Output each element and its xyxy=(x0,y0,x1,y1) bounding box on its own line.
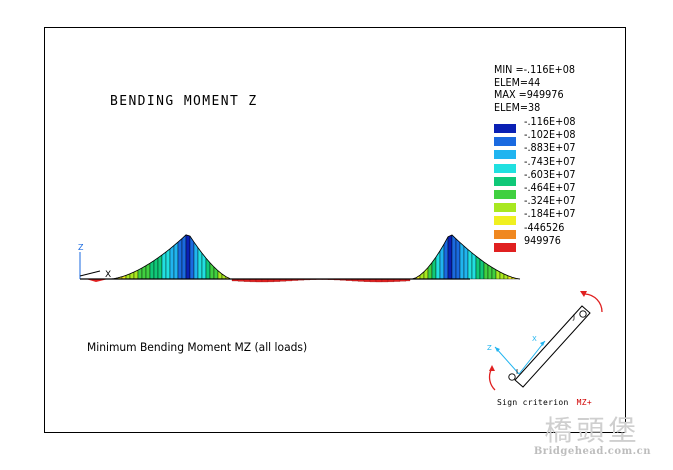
moment-outline xyxy=(109,234,521,280)
sign-criterion-icon: Z X I J xyxy=(487,291,603,391)
min-elem: ELEM=44 xyxy=(494,76,541,89)
legend-row: -.603E+07 xyxy=(494,168,594,186)
moment-segment xyxy=(471,252,477,280)
watermark: 橋頭堡 Bridgehead.com.cn xyxy=(533,414,651,458)
axes-triad: Z X xyxy=(78,243,111,280)
moment-segment xyxy=(157,254,163,280)
moment-segment xyxy=(193,241,199,280)
moment-segment xyxy=(435,250,441,280)
legend-swatch xyxy=(494,163,516,173)
x-axis-skew xyxy=(79,270,101,277)
legend-swatch xyxy=(494,124,516,133)
max-value: MAX =949976 xyxy=(494,89,564,102)
local-x-arrow xyxy=(518,340,546,375)
legend-label: 949976 xyxy=(524,234,561,247)
legend-swatch xyxy=(494,137,516,147)
moment-segment xyxy=(451,234,457,280)
moment-segment xyxy=(479,258,485,280)
moment-bars xyxy=(86,234,521,283)
legend-row: -.184E+07 xyxy=(494,208,594,226)
mz-plus-label: MZ+ xyxy=(576,398,592,407)
moment-envelope xyxy=(109,234,231,280)
node-i xyxy=(508,373,516,381)
moment-segment xyxy=(205,257,211,280)
node-i-label: I xyxy=(516,368,518,376)
legend-row: -.743E+07 xyxy=(494,155,594,173)
legend-label: -.184E+07 xyxy=(524,208,576,221)
local-x-arrowhead xyxy=(540,341,545,346)
node-j-label: J xyxy=(572,313,575,321)
moment-segment xyxy=(185,234,191,280)
legend-swatch xyxy=(494,203,516,213)
legend-row: 949976 xyxy=(494,234,594,252)
moment-segment xyxy=(153,257,159,280)
moment-arrow-right xyxy=(584,293,603,313)
moment-envelope xyxy=(411,234,521,280)
legend-row: -.116E+08 xyxy=(494,116,594,133)
moment-segment xyxy=(181,234,187,280)
legend-row: -.883E+07 xyxy=(494,142,594,160)
moment-arrow-left xyxy=(488,367,496,391)
sign-criterion: Sign criterion MZ+ xyxy=(497,398,592,407)
moment-segment xyxy=(447,234,453,280)
moment-segment xyxy=(189,235,195,280)
min-value: MIN =-.116E+08 xyxy=(494,64,576,76)
legend-row: -.102E+08 xyxy=(494,129,594,147)
max-elem: ELEM=38 xyxy=(494,101,541,114)
legend-swatch xyxy=(494,242,516,252)
moment-segment xyxy=(149,260,155,280)
local-x-label: X xyxy=(532,335,537,343)
moment-segment xyxy=(177,238,183,280)
z-axis-label: Z xyxy=(78,243,84,252)
local-z-label: Z xyxy=(487,344,492,352)
local-z-arrowhead xyxy=(495,347,500,352)
legend-row: -.464E+07 xyxy=(494,181,594,199)
legend-label: -.464E+07 xyxy=(524,181,576,194)
legend-swatch xyxy=(494,216,516,226)
moment-segment xyxy=(165,248,171,280)
legend-swatch xyxy=(494,229,516,239)
moment-arrow-right-head xyxy=(580,291,587,297)
moment-segment xyxy=(173,241,179,280)
legend-row: -446526 xyxy=(494,221,594,239)
moment-segment xyxy=(475,255,481,280)
watermark-url: Bridgehead.com.cn xyxy=(533,446,651,457)
moment-segment xyxy=(459,242,465,280)
legend-label: -446526 xyxy=(524,221,565,234)
legend-row: -.324E+07 xyxy=(494,195,594,213)
plot-title: BENDING MOMENT Z xyxy=(110,94,258,109)
legend-label: -.116E+08 xyxy=(524,116,576,128)
element-bar xyxy=(514,305,591,388)
legend-swatch xyxy=(494,189,516,199)
legend-label: -.102E+08 xyxy=(524,129,576,142)
left-support-moment xyxy=(86,279,108,282)
stats-block: MIN =-.116E+08 ELEM=44 MAX =949976 ELEM=… xyxy=(494,64,575,114)
moment-segment xyxy=(169,245,175,280)
moment-segment xyxy=(467,249,473,280)
legend-label: -.883E+07 xyxy=(524,142,576,155)
legend-label: -.603E+07 xyxy=(524,168,576,181)
moment-segment xyxy=(161,251,167,280)
color-legend: -.116E+08 -.102E+08 -.883E+07 -.743E+07 … xyxy=(494,116,594,252)
moment-segment xyxy=(419,271,425,280)
x-axis-label: X xyxy=(105,270,111,280)
watermark-logo: 橋頭堡 xyxy=(544,414,641,447)
legend-label: -.743E+07 xyxy=(524,155,576,168)
legend-label: -.324E+07 xyxy=(524,195,576,208)
moment-arrow-left-head xyxy=(489,365,495,371)
sign-criterion-text: Sign criterion xyxy=(497,398,569,407)
local-z-arrow xyxy=(494,346,520,375)
diagram-caption: Minimum Bending Moment MZ (all loads) xyxy=(87,340,308,354)
legend-swatch xyxy=(494,150,516,160)
legend-swatch xyxy=(494,176,516,186)
moment-segment xyxy=(455,238,461,280)
moment-segment xyxy=(463,245,469,280)
node-j xyxy=(579,310,587,318)
